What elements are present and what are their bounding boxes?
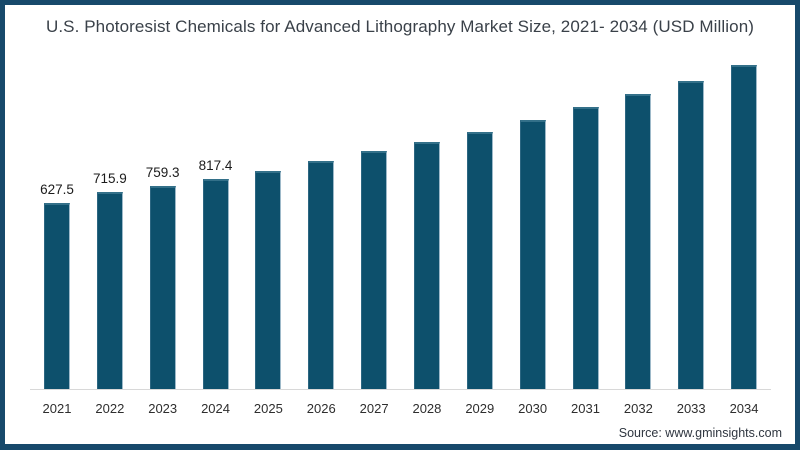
- x-tick-2028: 2028: [412, 401, 442, 416]
- bar-2024: [202, 178, 229, 389]
- bar-2027: [361, 151, 388, 389]
- bar-2033: [678, 80, 705, 389]
- x-tick-2022: 2022: [95, 401, 125, 416]
- x-axis-line: [30, 389, 771, 390]
- bar-2032: [625, 94, 652, 389]
- x-tick-2021: 2021: [42, 401, 72, 416]
- bar-2031: [572, 107, 599, 389]
- plot-area: 2021 627.5 2022 715.9 2023 759.3 2024 817.4 2025…: [5, 5, 795, 444]
- x-tick-2029: 2029: [465, 401, 495, 416]
- bar-2029: [466, 131, 493, 389]
- bar-2022: [96, 191, 123, 389]
- bar-2028: [413, 141, 440, 389]
- chart-title: U.S. Photoresist Chemicals for Advanced …: [45, 17, 755, 36]
- x-tick-2034: 2034: [729, 401, 759, 416]
- data-label-2021: 627.5: [40, 182, 74, 197]
- x-tick-2027: 2027: [359, 401, 389, 416]
- bar-2034: [731, 65, 758, 389]
- x-tick-2032: 2032: [623, 401, 653, 416]
- bar-2025: [255, 170, 282, 389]
- bar-2023: [149, 186, 176, 389]
- x-tick-2031: 2031: [571, 401, 600, 416]
- source-caption: Source: www.gminsights.com: [618, 426, 782, 440]
- x-tick-2024: 2024: [201, 401, 230, 416]
- x-tick-2033: 2033: [676, 401, 706, 416]
- data-label-2023: 759.3: [145, 165, 180, 181]
- bar-2026: [308, 161, 335, 389]
- data-label-2022: 715.9: [92, 170, 127, 186]
- x-tick-2030: 2030: [518, 401, 548, 416]
- x-tick-2026: 2026: [306, 401, 336, 416]
- x-tick-2025: 2025: [253, 401, 283, 416]
- x-tick-2023: 2023: [148, 401, 178, 416]
- data-label-2024: 817.4: [198, 157, 233, 173]
- bar-2030: [519, 120, 546, 389]
- bar-2021: [44, 203, 70, 389]
